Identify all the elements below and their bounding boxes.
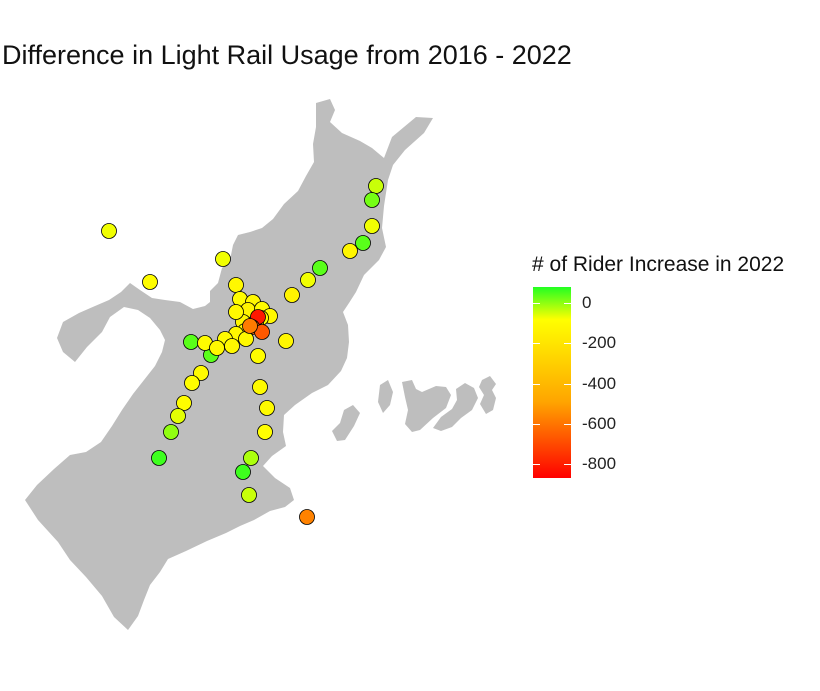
station-point [368,178,384,194]
station-point [312,260,328,276]
station-point [364,218,380,234]
station-point [209,340,225,356]
legend-tick-label: 0 [582,293,592,313]
legend-tick-label: -400 [582,373,617,393]
island-east-2 [433,383,478,431]
station-point [284,287,300,303]
station-point [228,277,244,293]
station-point [142,274,158,290]
legend-tick-label: -600 [582,413,617,433]
small-island-east [378,380,393,413]
station-point [151,450,167,466]
station-point [235,464,251,480]
station-point [342,243,358,259]
station-point [193,365,209,381]
station-point [241,487,257,503]
land-mass [25,99,496,630]
station-point [183,334,199,350]
station-point [300,272,316,288]
station-point [224,338,240,354]
station-point [228,304,244,320]
station-point [355,235,371,251]
station-point [184,375,200,391]
chart-title: Difference in Light Rail Usage from 2016… [2,40,572,70]
island-east-1 [402,380,451,432]
legend-colorbar [533,287,571,478]
legend-tick-label: -200 [582,333,617,353]
station-point [215,251,231,267]
station-point [278,333,294,349]
station-point [242,318,258,334]
station-point [163,424,179,440]
legend-title: # of Rider Increase in 2022 [532,253,785,276]
station-point [243,450,259,466]
main-landmass [25,99,433,630]
station-point [170,408,186,424]
station-point [176,395,192,411]
island-far-east [479,376,496,414]
station-point [299,509,315,525]
station-point [252,379,268,395]
station-point [259,400,275,416]
station-point [257,424,273,440]
station-point [250,348,266,364]
island-south [332,405,360,441]
station-point [101,223,117,239]
legend-tick-label: -800 [582,453,617,473]
station-point [364,192,380,208]
station-points [101,178,384,525]
